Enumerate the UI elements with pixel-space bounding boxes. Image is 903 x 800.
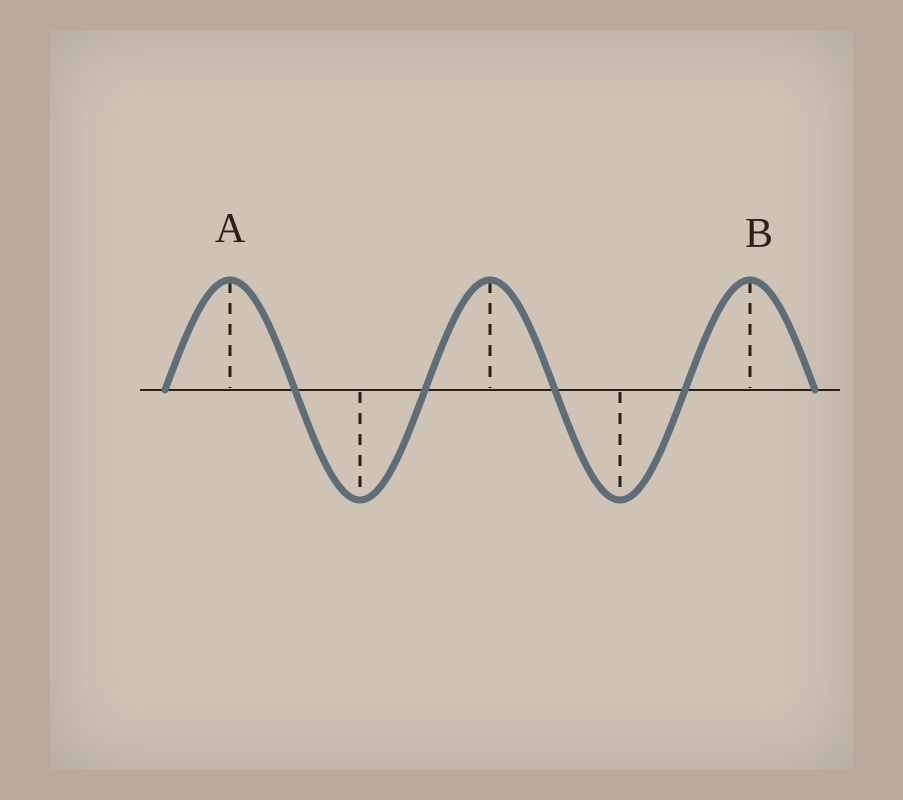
label-b: B (745, 210, 773, 258)
paper-page: A B (50, 30, 853, 770)
wave-diagram (50, 30, 853, 770)
label-a: A (215, 205, 245, 253)
